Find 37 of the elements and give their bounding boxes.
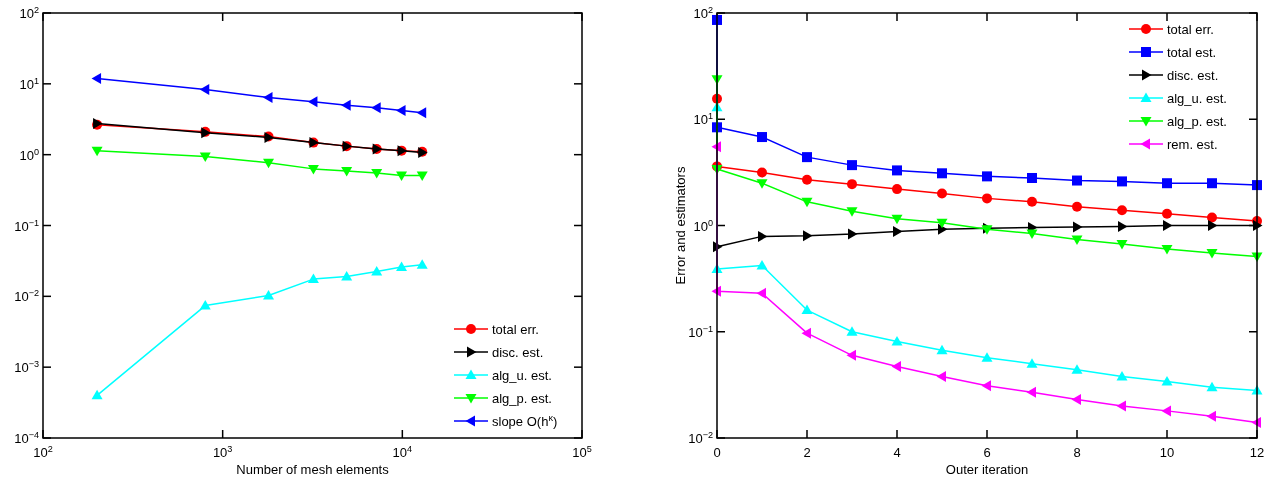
y-tick-label: 10$^{−4}$ xyxy=(14,430,39,446)
x-tick-label: 12 xyxy=(1249,445,1265,460)
y-tick-label: 10$^{−1}$ xyxy=(14,217,39,234)
legend-label: total err. xyxy=(1167,22,1214,37)
y-tick-label: 10$^{0}$ xyxy=(19,146,39,163)
x-tick-label: 8 xyxy=(1073,445,1081,460)
x-tick-label: 0 xyxy=(713,445,721,460)
y-tick-label: 10$^{0}$ xyxy=(693,217,713,234)
y-tick-label: 10$^{−1}$ xyxy=(688,323,713,340)
y-tick-label: 10$^{2}$ xyxy=(693,5,713,21)
legend-label: total est. xyxy=(1167,45,1217,60)
x-axis-title: Outer iteration xyxy=(945,462,1029,477)
legend-label: alg_p. est. xyxy=(1167,114,1227,129)
x-tick-label: 6 xyxy=(983,445,991,460)
y-tick-label: 10$^{1}$ xyxy=(19,75,39,92)
legend-label: alg_u. est. xyxy=(1167,91,1227,106)
legend-label: slope O(h$^{κ}$) xyxy=(492,413,558,429)
y-axis-title: Error and estimators xyxy=(673,166,688,285)
legend-label: disc. est. xyxy=(492,345,544,360)
y-tick-label: 10$^{1}$ xyxy=(693,111,713,128)
x-tick-label: 10$^{3}$ xyxy=(212,444,233,460)
legend-label: alg_p. est. xyxy=(492,391,552,406)
x-tick-label: 10$^{2}$ xyxy=(33,444,53,460)
x-axis-title: Number of mesh elements xyxy=(236,462,390,477)
legend-label: alg_u. est. xyxy=(492,368,552,383)
y-tick-label: 10$^{−2}$ xyxy=(688,430,713,446)
legend-label: disc. est. xyxy=(1167,68,1219,83)
x-tick-label: 4 xyxy=(893,445,901,460)
y-tick-label: 10$^{2}$ xyxy=(19,5,39,21)
x-tick-label: 10$^{5}$ xyxy=(572,444,592,460)
legend-label: rem. est. xyxy=(1167,137,1218,152)
y-tick-label: 10$^{−3}$ xyxy=(14,359,39,376)
legend-label: total err. xyxy=(492,322,539,337)
x-tick-label: 10$^{4}$ xyxy=(392,444,413,460)
x-tick-label: 10 xyxy=(1159,445,1175,460)
x-tick-label: 2 xyxy=(803,445,811,460)
y-tick-label: 10$^{−2}$ xyxy=(14,288,39,305)
